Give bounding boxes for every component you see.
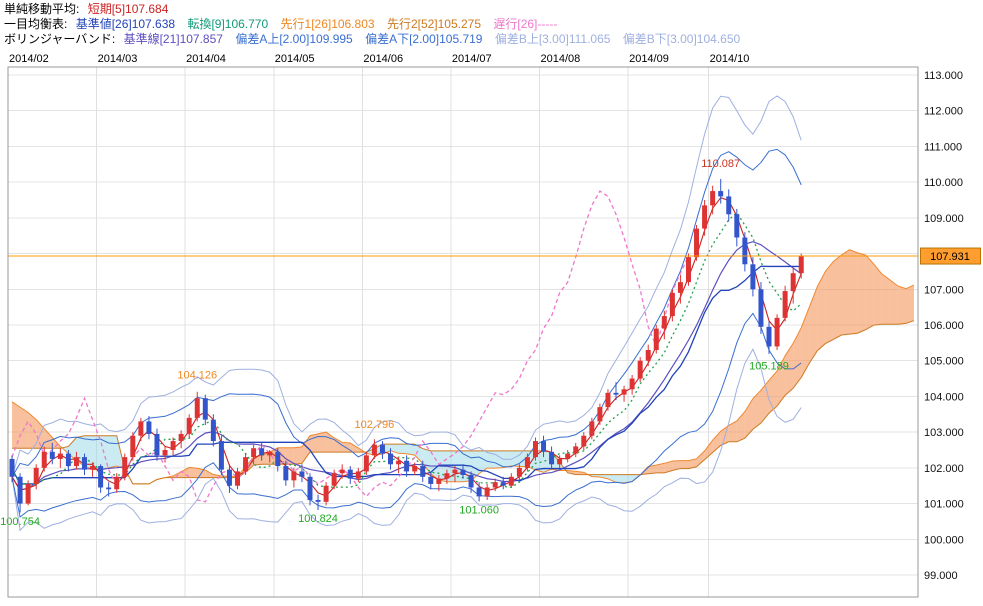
svg-text:2014/02: 2014/02: [9, 53, 49, 65]
svg-text:100.000: 100.000: [924, 534, 964, 546]
svg-text:110.000: 110.000: [924, 177, 963, 189]
svg-text:111.000: 111.000: [924, 141, 962, 153]
svg-text:2014/10: 2014/10: [710, 53, 750, 65]
legend-item-sma-short: 短期[5]107.684: [87, 2, 169, 16]
current-price-tag: 107.931: [920, 247, 981, 265]
svg-text:105.000: 105.000: [924, 356, 964, 368]
svg-text:2014/05: 2014/05: [275, 53, 315, 65]
legend-item-senkou1: 先行1[26]106.803: [280, 17, 375, 31]
svg-text:101.000: 101.000: [924, 499, 964, 511]
svg-text:99.000: 99.000: [924, 570, 958, 582]
svg-text:106.000: 106.000: [924, 320, 964, 332]
legend-item-bb-a-dn: 偏差A下[2.00]105.719: [365, 32, 483, 46]
svg-text:107.931: 107.931: [930, 251, 970, 263]
legend-item-chikou: 遅行[26]-----: [493, 17, 558, 31]
svg-text:2014/03: 2014/03: [98, 53, 138, 65]
svg-text:2014/06: 2014/06: [363, 53, 403, 65]
svg-text:100.824: 100.824: [298, 513, 338, 525]
y-axis-labels: 113.000112.000111.000110.000109.000108.0…: [924, 70, 964, 582]
svg-text:101.060: 101.060: [459, 505, 499, 517]
legend-item-bb-b-dn: 偏差B下[3.00]104.650: [622, 32, 741, 46]
svg-text:2014/08: 2014/08: [541, 53, 581, 65]
indicator-legend: 単純移動平均: 短期[5]107.684 一目均衡表: 基準値[26]107.6…: [4, 2, 749, 47]
legend-row-bollinger: ボリンジャーバンド: 基準線[21]107.857 偏差A上[2.00]109.…: [4, 32, 749, 47]
svg-text:2014/04: 2014/04: [186, 53, 226, 65]
legend-item-bb-a-up: 偏差A上[2.00]109.995: [235, 32, 353, 46]
legend-label-bollinger: ボリンジャーバンド:: [4, 32, 116, 46]
svg-text:102.796: 102.796: [355, 419, 395, 431]
chart-frame: [7, 66, 919, 598]
legend-row-ichimoku: 一目均衡表: 基準値[26]107.638 転換[9]106.770 先行1[2…: [4, 17, 749, 32]
svg-text:105.189: 105.189: [749, 361, 789, 373]
legend-item-tenkan: 転換[9]106.770: [187, 17, 269, 31]
svg-text:2014/09: 2014/09: [629, 53, 669, 65]
legend-item-senkou2: 先行2[52]105.275: [386, 17, 482, 31]
legend-item-kijun: 基準値[26]107.638: [75, 17, 176, 31]
svg-text:109.000: 109.000: [924, 213, 964, 225]
candles-layer: [9, 178, 804, 513]
price-annotations: 100.754 104.126 100.824 102.796 101.060 110.0…: [0, 158, 789, 528]
svg-text:102.000: 102.000: [924, 463, 964, 475]
svg-text:110.087: 110.087: [701, 158, 740, 170]
svg-text:2014/07: 2014/07: [452, 53, 492, 65]
svg-text:112.000: 112.000: [924, 106, 963, 118]
legend-label-ichimoku: 一目均衡表:: [4, 17, 68, 31]
legend-label-sma: 単純移動平均:: [4, 2, 80, 16]
svg-text:100.754: 100.754: [0, 516, 40, 528]
svg-text:104.126: 104.126: [177, 370, 217, 382]
grid-layer: [7, 67, 918, 597]
svg-text:103.000: 103.000: [924, 427, 964, 439]
svg-text:107.000: 107.000: [924, 284, 964, 296]
legend-item-bb-b-up: 偏差B上[3.00]111.065: [494, 32, 611, 46]
x-axis-month-labels: 2014/02 2014/03 2014/04 2014/05 2014/06 2014/…: [9, 53, 749, 65]
svg-text:113.000: 113.000: [924, 70, 963, 82]
legend-item-bb-mid: 基準線[21]107.857: [123, 32, 223, 46]
svg-text:104.000: 104.000: [924, 391, 964, 403]
legend-row-sma: 単純移動平均: 短期[5]107.684: [4, 2, 749, 17]
